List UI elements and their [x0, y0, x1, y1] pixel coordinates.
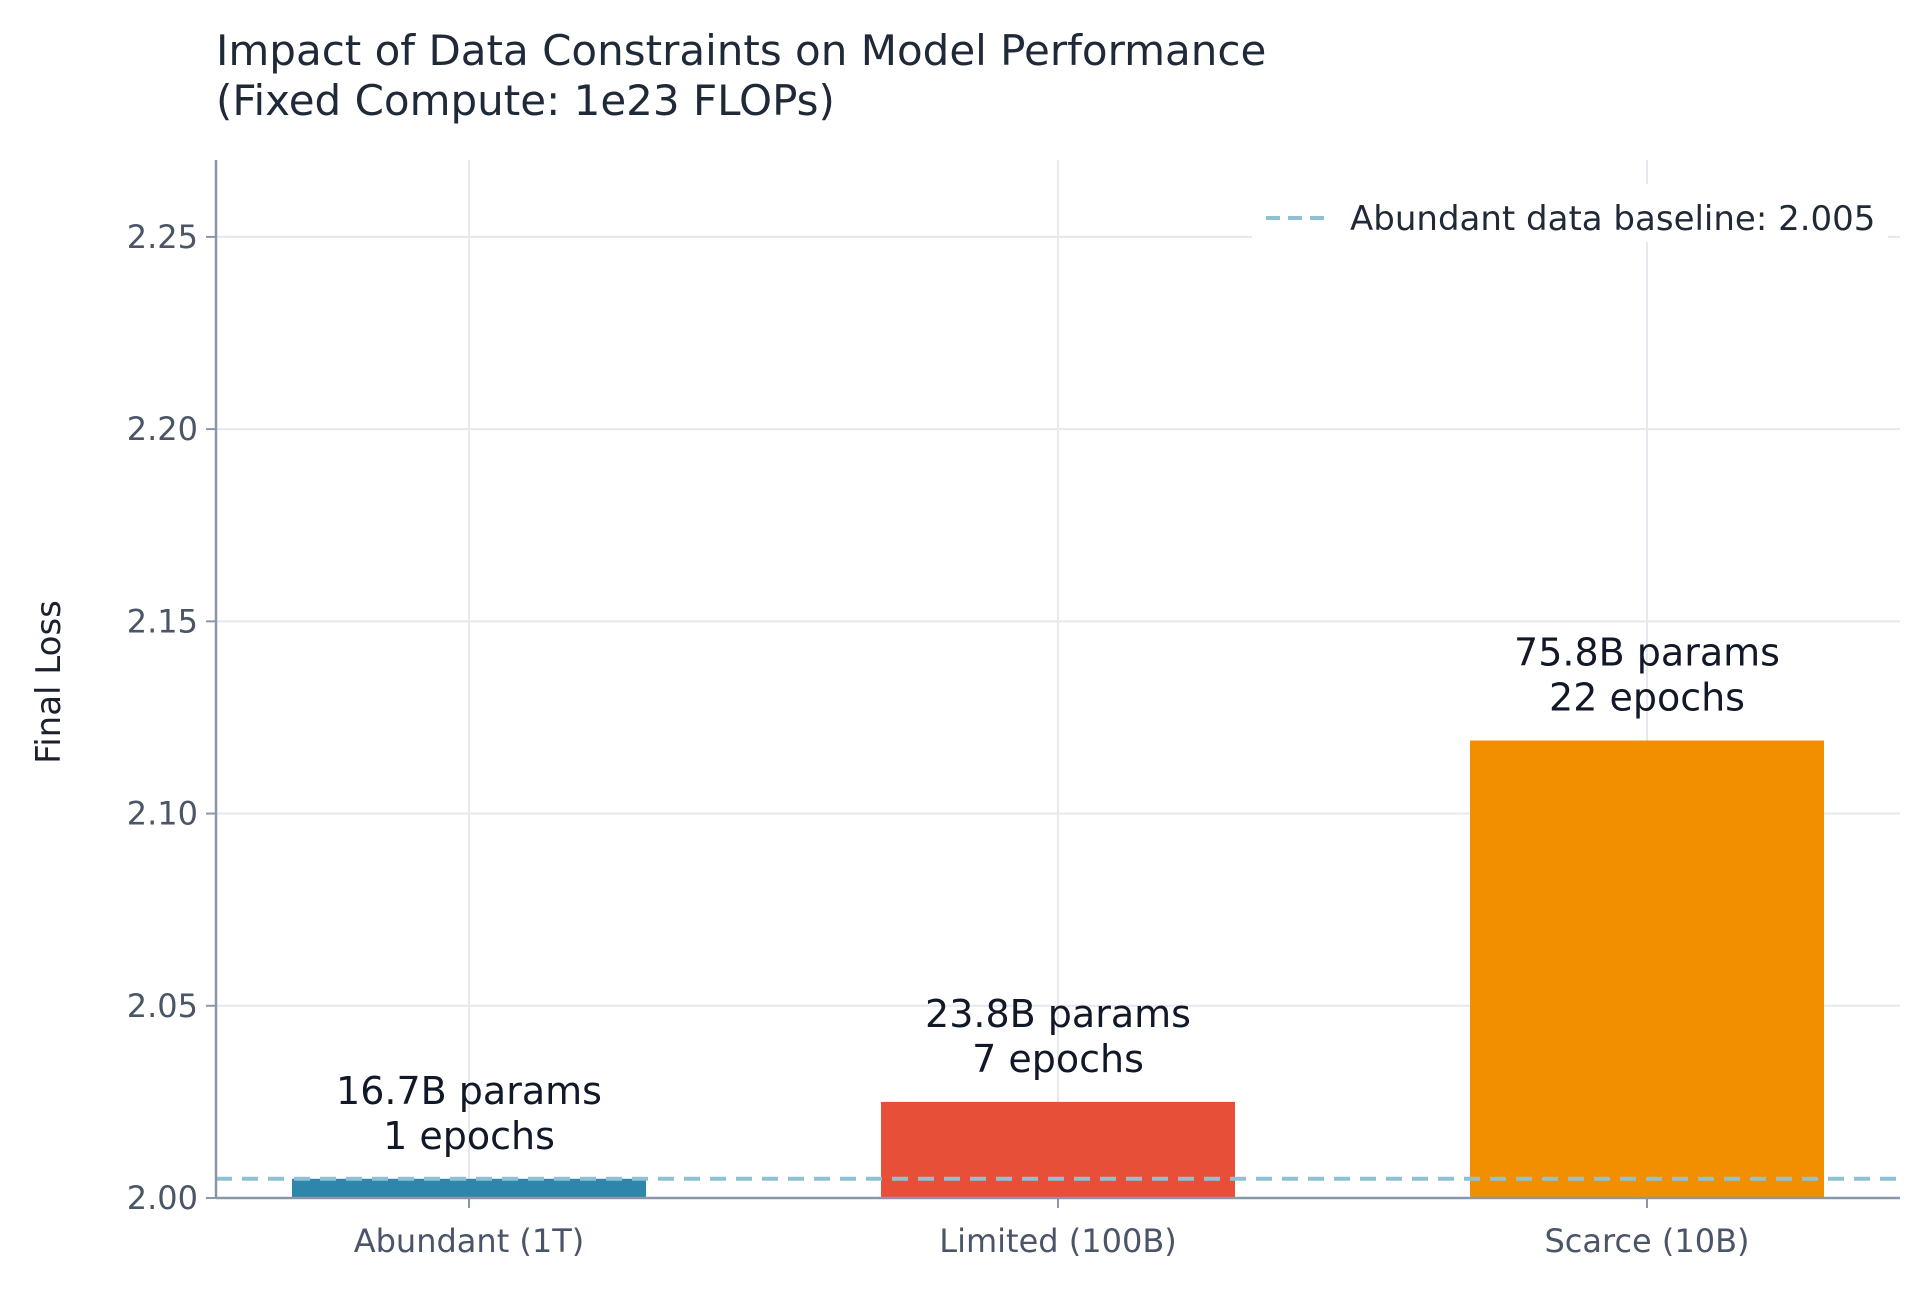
bar-epochs-label: 1 epochs	[383, 1114, 555, 1158]
y-tick-label: 2.25	[127, 218, 198, 256]
x-tick-label: Limited (100B)	[939, 1222, 1177, 1260]
legend-box	[1252, 184, 1888, 242]
chart-subtitle: (Fixed Compute: 1e23 FLOPs)	[216, 76, 835, 125]
bar	[1470, 740, 1824, 1198]
legend: Abundant data baseline: 2.005	[1252, 184, 1888, 242]
bar-params-label: 23.8B params	[925, 992, 1191, 1036]
bar	[292, 1178, 646, 1198]
x-tick-label: Scarce (10B)	[1544, 1222, 1749, 1260]
x-tick-label: Abundant (1T)	[354, 1222, 585, 1260]
y-tick-label: 2.15	[127, 602, 198, 640]
y-tick-label: 2.00	[127, 1179, 198, 1217]
y-tick-label: 2.20	[127, 410, 198, 448]
y-tick-label: 2.10	[127, 795, 198, 833]
legend-entry-label: Abundant data baseline: 2.005	[1350, 199, 1875, 239]
y-tick-label: 2.05	[127, 987, 198, 1025]
bar-epochs-label: 22 epochs	[1549, 676, 1745, 720]
bar-params-label: 75.8B params	[1514, 631, 1780, 675]
bar-epochs-label: 7 epochs	[972, 1037, 1144, 1081]
bar-params-label: 16.7B params	[336, 1069, 602, 1113]
y-axis-label: Final Loss	[29, 600, 69, 764]
chart-title: Impact of Data Constraints on Model Perf…	[216, 26, 1266, 75]
axes: 2.00 2.05 2.10 2.15 2.20 2.25 Abundant (1T) Lim…	[127, 160, 1900, 1260]
bar	[881, 1101, 1235, 1198]
grid-lines	[216, 160, 1900, 1199]
bars	[292, 740, 1824, 1198]
